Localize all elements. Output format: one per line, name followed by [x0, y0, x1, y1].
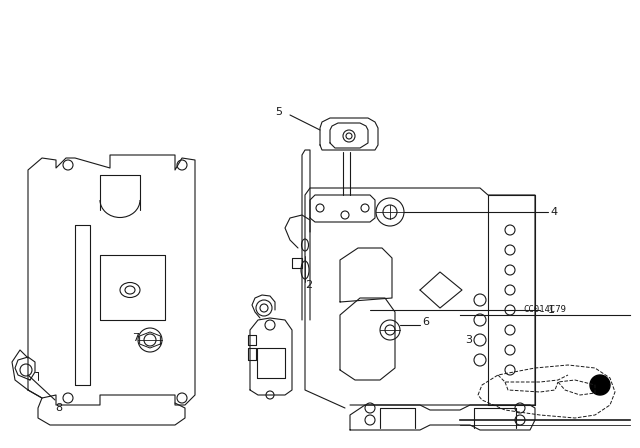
Text: 3: 3 [465, 335, 472, 345]
Text: 6: 6 [422, 317, 429, 327]
Text: 7: 7 [132, 333, 139, 343]
Circle shape [590, 375, 610, 395]
Text: 8: 8 [55, 403, 62, 413]
Text: CC014C79: CC014C79 [524, 305, 566, 314]
Text: 4: 4 [550, 207, 557, 217]
Text: 5: 5 [275, 107, 282, 117]
Text: 2: 2 [305, 280, 312, 290]
Text: 1: 1 [548, 305, 555, 315]
Circle shape [20, 364, 32, 376]
